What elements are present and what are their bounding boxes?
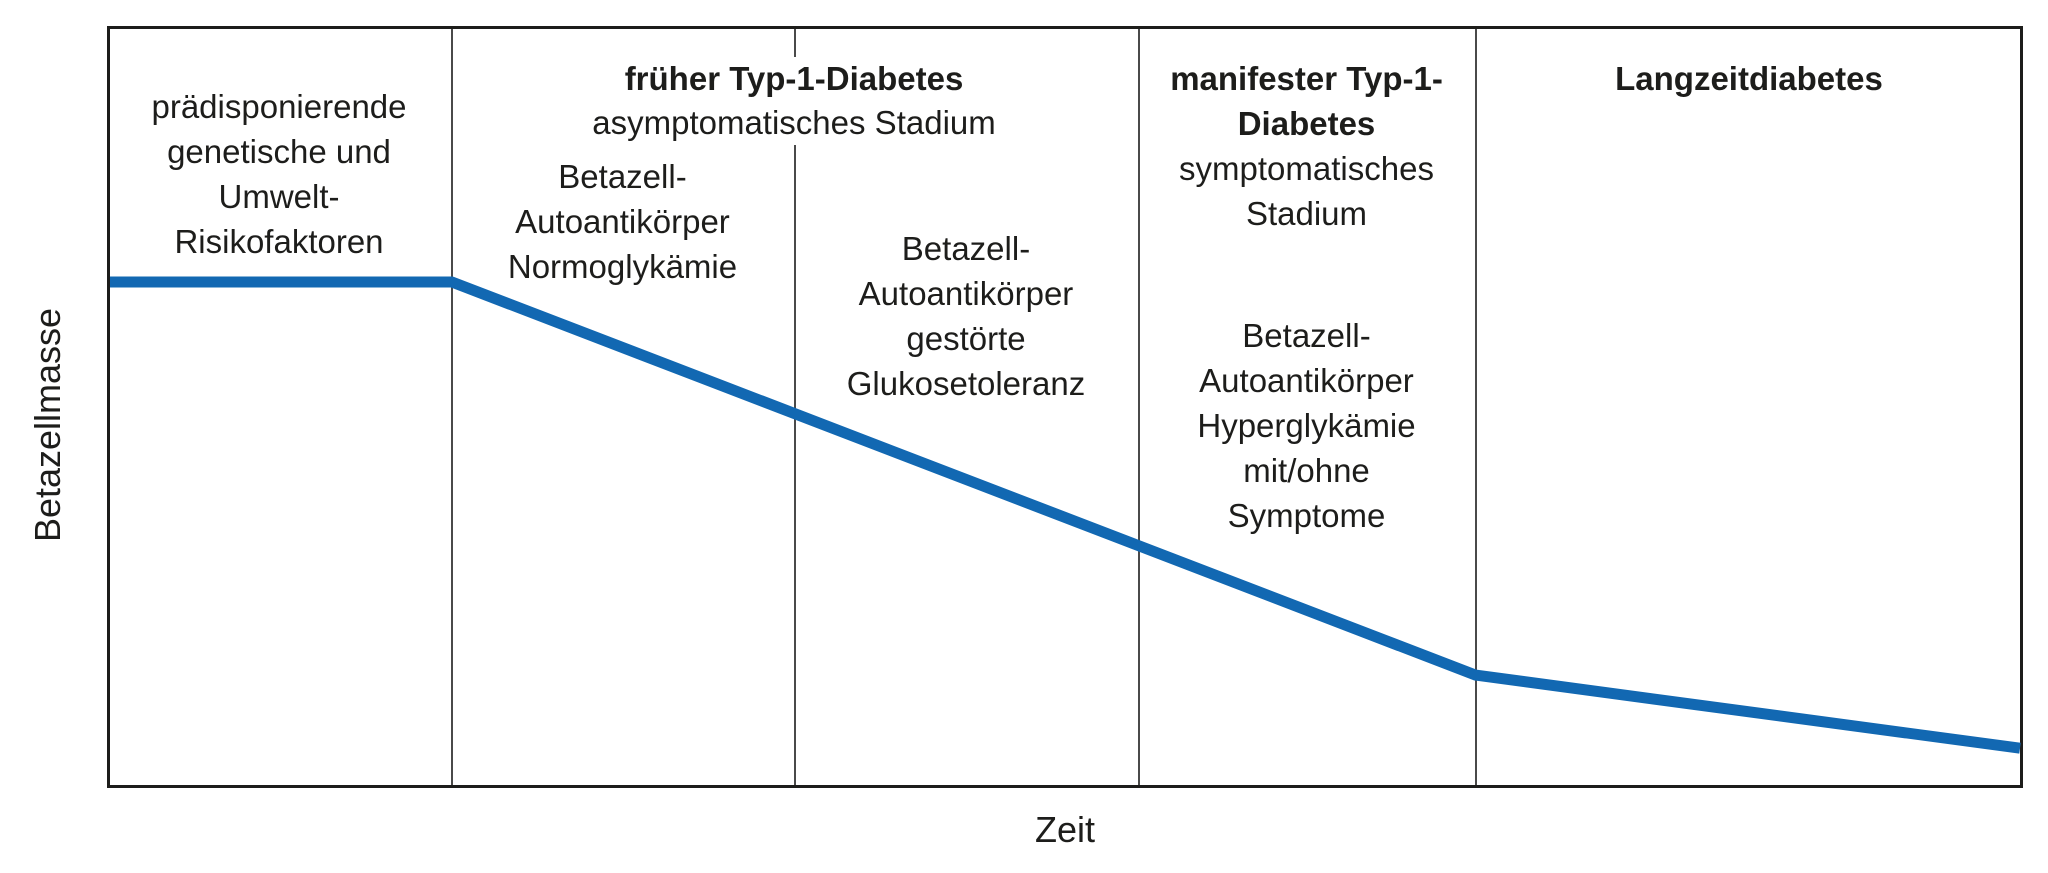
manifest-t1d-title-line-2: Diabetes — [1237, 105, 1376, 142]
x-axis-label: Zeit — [1034, 809, 1096, 850]
y-axis-label: Betazellmasse — [27, 307, 68, 543]
predisposition-line-3: Umwelt- — [218, 178, 340, 215]
section-predisposition-label: prädisponierende genetische und Umwelt- … — [107, 84, 451, 264]
longterm-diabetes-title: Langzeitdiabetes — [1615, 60, 1883, 97]
stage-dysglycemia-label: Betazell- Autoantikörper gestörte Glukos… — [794, 226, 1138, 406]
stage-divider-4 — [1475, 29, 1477, 785]
dysglycemia-line-2: Autoantikörper — [858, 275, 1074, 312]
early-t1d-title: früher Typ-1-Diabetes — [624, 60, 964, 97]
dysglycemia-line-3: gestörte — [906, 320, 1026, 357]
longterm-diabetes-header: Langzeitdiabetes — [1477, 56, 2021, 101]
stage-hyperglycemia-label: Betazell- Autoantikörper Hyperglykämie m… — [1140, 313, 1473, 538]
manifest-t1d-title-line-1: manifester Typ-1- — [1170, 60, 1443, 97]
manifest-t1d-subtitle-line-2: Stadium — [1245, 195, 1368, 232]
manifest-t1d-subtitle-line-1: symptomatisches — [1179, 150, 1434, 187]
hyperglycemia-line-3: Hyperglykämie — [1197, 407, 1416, 444]
early-t1d-subtitle: asymptomatisches Stadium — [592, 104, 996, 141]
predisposition-line-1: prädisponierende — [151, 88, 407, 125]
hyperglycemia-line-2: Autoantikörper — [1199, 362, 1414, 399]
stage-divider-1 — [451, 29, 453, 785]
predisposition-line-2: genetische und — [167, 133, 391, 170]
predisposition-line-4: Risikofaktoren — [174, 223, 384, 260]
normoglycemia-line-1: Betazell- — [558, 158, 687, 195]
dysglycemia-line-4: Glukosetoleranz — [846, 365, 1086, 402]
hyperglycemia-line-5: Symptome — [1227, 497, 1386, 534]
normoglycemia-line-3: Normoglykämie — [507, 248, 738, 285]
hyperglycemia-line-1: Betazell- — [1242, 317, 1371, 354]
normoglycemia-line-2: Autoantikörper — [515, 203, 730, 240]
manifest-t1d-header: manifester Typ-1- Diabetes symptomatisch… — [1140, 56, 1473, 236]
dysglycemia-line-1: Betazell- — [901, 230, 1031, 267]
early-t1d-header: früher Typ-1-Diabetes asymptomatisches S… — [524, 57, 1064, 145]
hyperglycemia-line-4: mit/ohne — [1243, 452, 1370, 489]
stage-normoglycemia-label: Betazell- Autoantikörper Normoglykämie — [451, 154, 794, 289]
